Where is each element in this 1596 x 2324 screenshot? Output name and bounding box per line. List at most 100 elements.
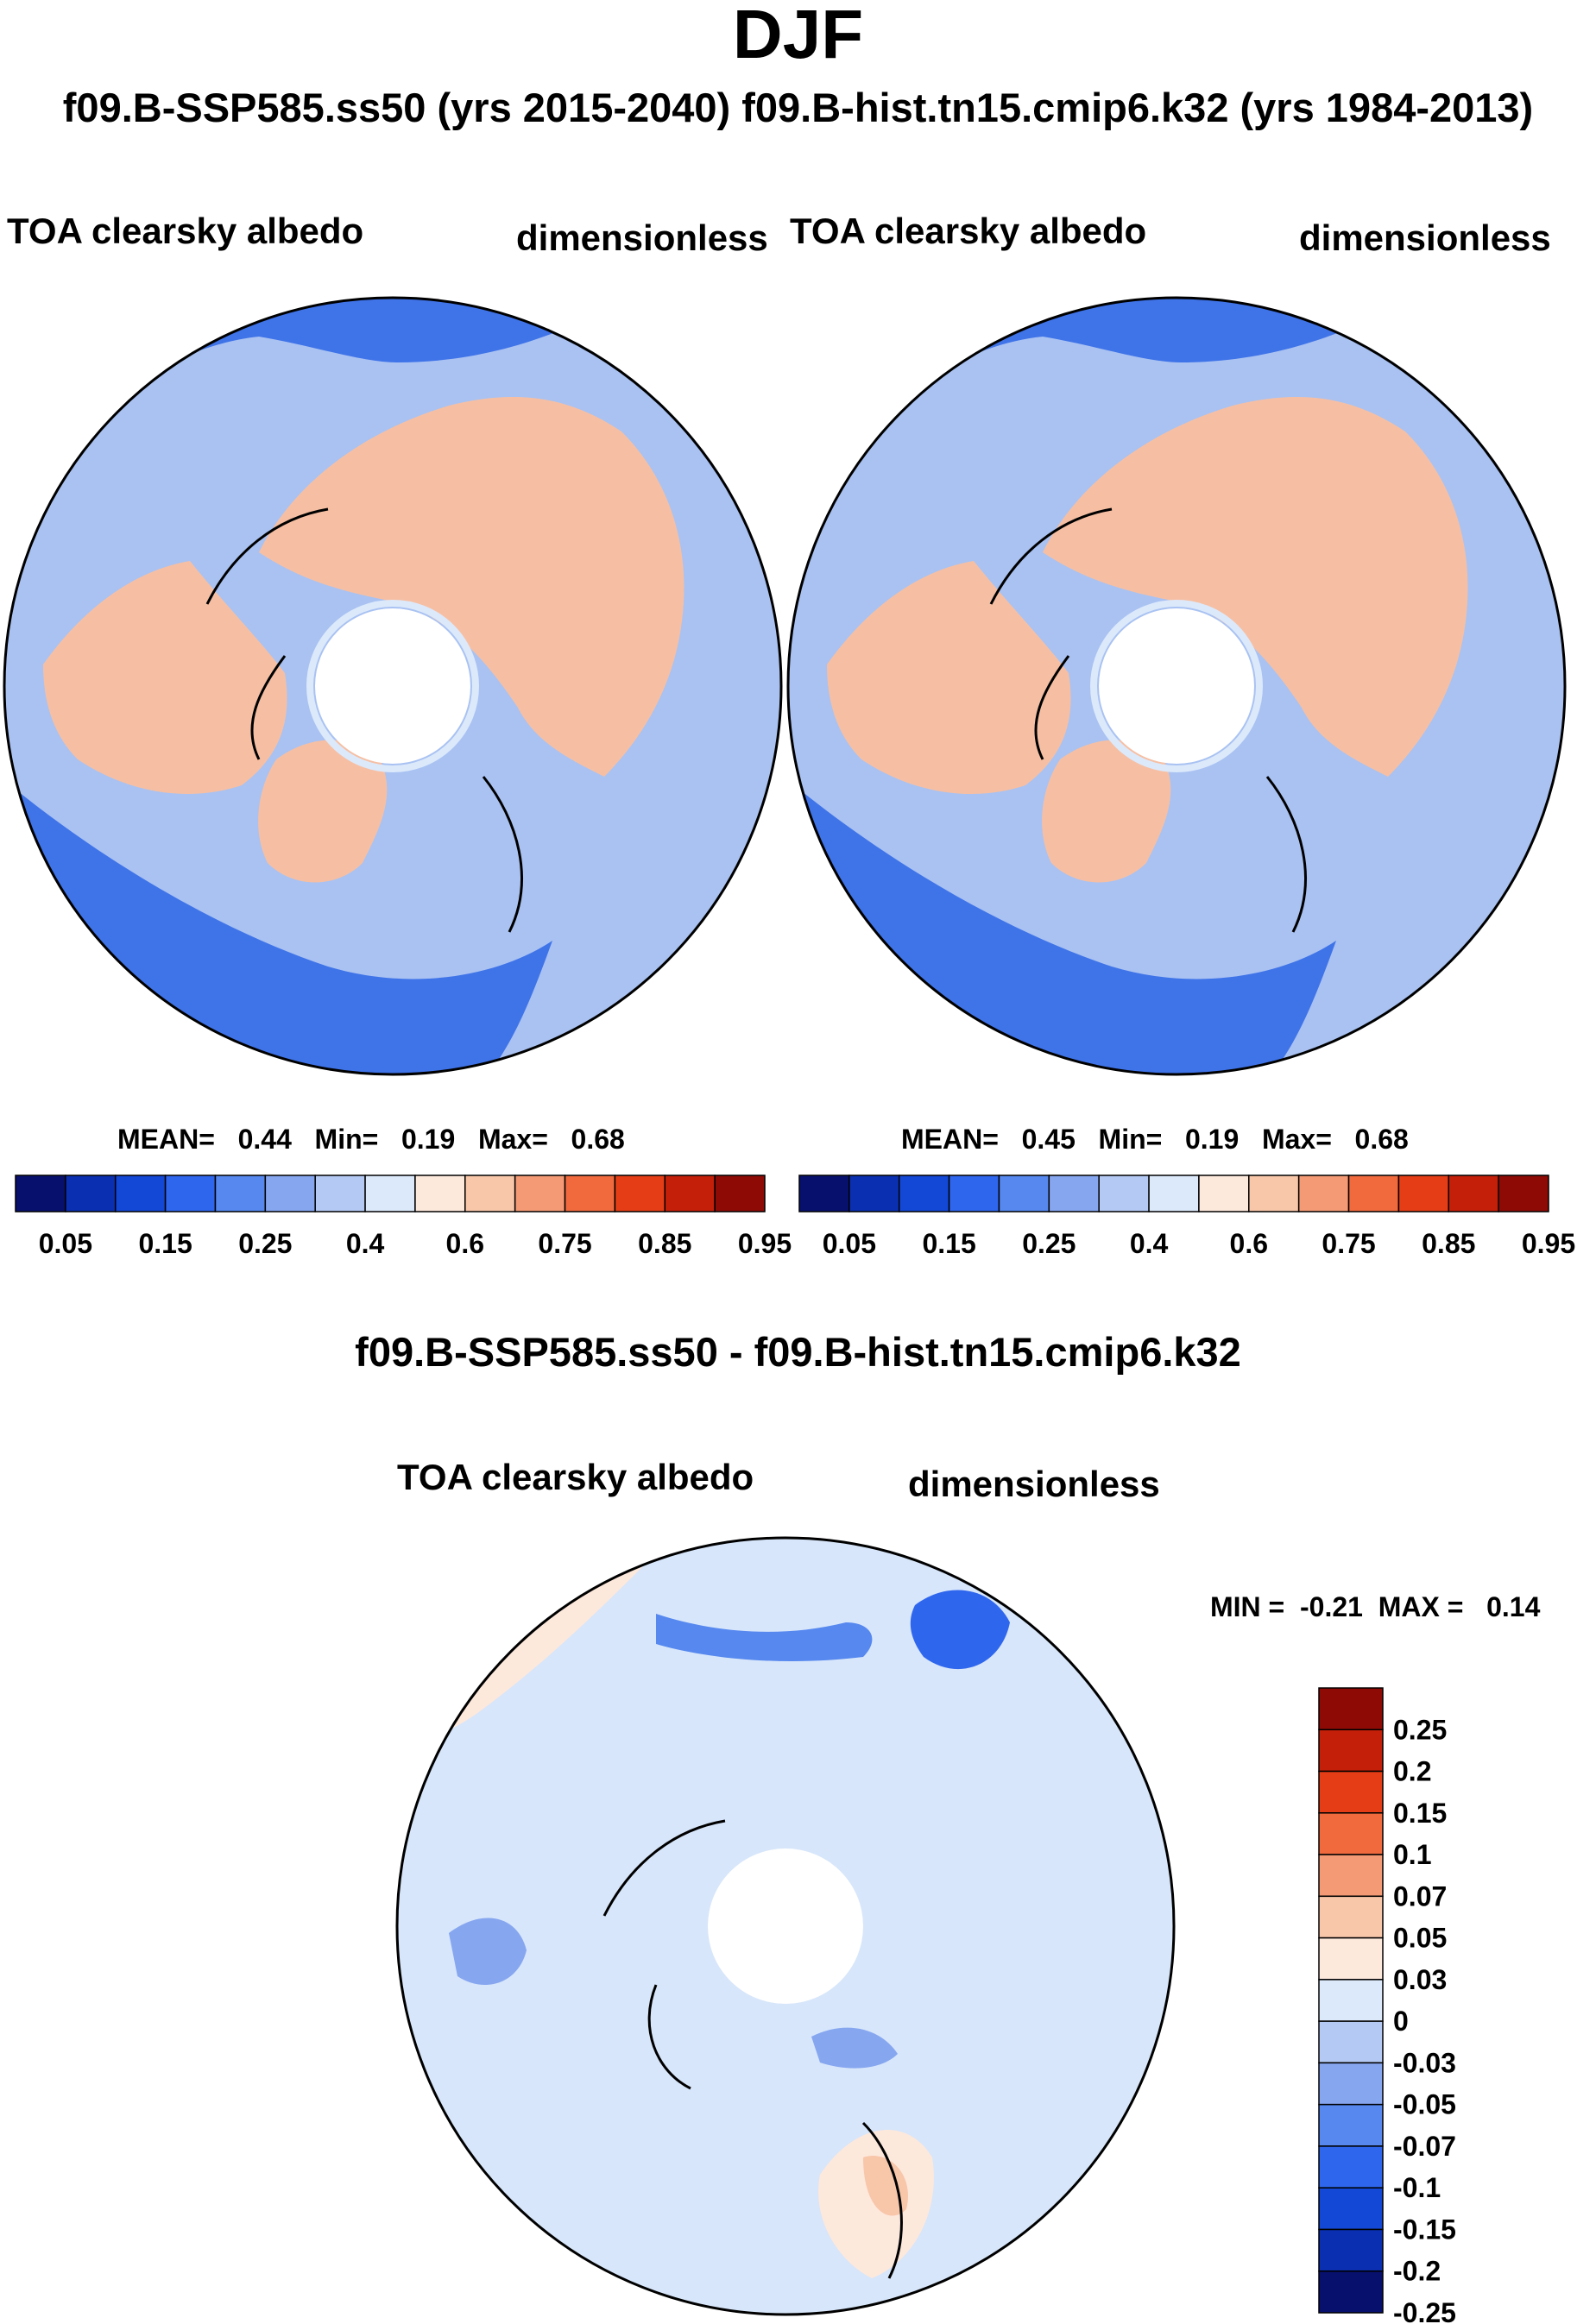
colorbar1-swatch-13 bbox=[664, 1175, 716, 1212]
map1-polar-ring bbox=[306, 600, 479, 772]
diff-colorbar-swatch-6 bbox=[1318, 1937, 1384, 1981]
panel1-mean: 0.44 bbox=[237, 1124, 292, 1155]
colorbar1-tick-label: 0.6 bbox=[446, 1228, 484, 1259]
diff-colorbar-swatch-14 bbox=[1318, 2270, 1384, 2314]
diff-colorbar-swatch-9 bbox=[1318, 2062, 1384, 2106]
diff-colorbar-swatch-7 bbox=[1318, 1979, 1384, 2022]
map2-greenland bbox=[1042, 740, 1171, 883]
map1-polar-hole bbox=[315, 608, 470, 764]
colorbar1-swatch-5 bbox=[264, 1175, 316, 1212]
colorbar2-swatch-7 bbox=[1148, 1175, 1200, 1212]
colorbar2-tick-label: 0.75 bbox=[1322, 1228, 1375, 1259]
colorbar1-tick-label: 0.95 bbox=[738, 1228, 792, 1259]
panel2-stats: MEAN= 0.45 Min= 0.19 Max= 0.68 bbox=[901, 1124, 1409, 1155]
panel2-units: dimensionless bbox=[1299, 217, 1551, 258]
diff-negative-region-west bbox=[449, 1918, 527, 1985]
colorbar2-swatch-12 bbox=[1397, 1175, 1450, 1212]
map1-outline bbox=[3, 296, 783, 1076]
map2-north-america-snow bbox=[827, 561, 1071, 794]
map-panel-1 bbox=[3, 296, 783, 1076]
colorbar2-swatch-6 bbox=[1098, 1175, 1150, 1212]
map2-eurasia-snow bbox=[1043, 397, 1468, 777]
diff-colorbar-swatch-11 bbox=[1318, 2145, 1384, 2189]
colorbar2-tick-label: 0.05 bbox=[823, 1228, 876, 1259]
panel2-max: 0.68 bbox=[1354, 1124, 1409, 1155]
colorbar1-swatch-4 bbox=[214, 1175, 267, 1212]
colorbar2-tick-label: 0.4 bbox=[1130, 1228, 1169, 1259]
diff-negative-band-north bbox=[656, 1614, 873, 1661]
diff-colorbar-swatch-8 bbox=[1318, 2020, 1384, 2064]
colorbar2-tick-label: 0.6 bbox=[1230, 1228, 1268, 1259]
colorbar1-swatch-3 bbox=[164, 1175, 217, 1212]
diff-colorbar-tick-label: -0.03 bbox=[1393, 2047, 1456, 2078]
panel2-min-label: Min= bbox=[1098, 1124, 1163, 1155]
diff-colorbar-tick-label: 0.03 bbox=[1393, 1964, 1447, 1995]
map1-greenland bbox=[258, 740, 388, 883]
diff-units: dimensionless bbox=[908, 1464, 1160, 1504]
panel1-mean-label: MEAN= bbox=[117, 1124, 215, 1155]
colorbar1-swatch-14 bbox=[714, 1175, 766, 1212]
panel2-mean: 0.45 bbox=[1021, 1124, 1076, 1155]
colorbar-panel-1: 0.05 0.15 0.25 0.4 0.6 0.75 0.85 0.95 bbox=[15, 1175, 792, 1259]
colorbar1-tick-label: 0.25 bbox=[238, 1228, 292, 1259]
diff-stats: MIN = -0.21 MAX = 0.14 bbox=[1210, 1591, 1540, 1622]
colorbar1-swatch-6 bbox=[314, 1175, 366, 1212]
colorbar1-tick-label: 0.05 bbox=[39, 1228, 92, 1259]
colorbar1-tick-label: 0.15 bbox=[138, 1228, 192, 1259]
diff-colorbar-swatch-2 bbox=[1318, 1770, 1384, 1814]
colorbar2-swatch-2 bbox=[898, 1175, 950, 1212]
colorbar2-tick-label: 0.15 bbox=[922, 1228, 975, 1259]
diff-colorbar-swatch-0 bbox=[1318, 1687, 1384, 1731]
colorbar2-swatch-1 bbox=[848, 1175, 900, 1212]
panel1-units: dimensionless bbox=[516, 217, 768, 258]
diff-colorbar-tick-label: -0.07 bbox=[1393, 2131, 1456, 2162]
colorbar2-swatch-5 bbox=[1048, 1175, 1100, 1212]
panel1-max-label: Max= bbox=[477, 1124, 548, 1155]
colorbar1-tick-label: 0.4 bbox=[346, 1228, 385, 1259]
diff-colorbar-swatch-10 bbox=[1318, 2103, 1384, 2147]
diff-colorbar-swatch-3 bbox=[1318, 1812, 1384, 1855]
colorbar2-swatch-14 bbox=[1498, 1175, 1549, 1212]
map-panel-2 bbox=[786, 296, 1567, 1076]
diff-colorbar-tick-label: -0.05 bbox=[1393, 2089, 1456, 2120]
map2-polar-hole bbox=[1099, 608, 1254, 764]
colorbar2-tick-label: 0.85 bbox=[1422, 1228, 1475, 1259]
colorbar1-swatch-7 bbox=[364, 1175, 416, 1212]
colorbar1-swatch-2 bbox=[114, 1175, 167, 1212]
diff-colorbar-tick-label: 0.05 bbox=[1393, 1923, 1447, 1954]
diff-colorbar-swatch-1 bbox=[1318, 1729, 1384, 1773]
panel2-variable: TOA clearsky albedo bbox=[790, 211, 1147, 251]
colorbar1-tick-label: 0.85 bbox=[638, 1228, 691, 1259]
colorbar2-swatch-3 bbox=[948, 1175, 1000, 1212]
diff-negative-region-east bbox=[910, 1590, 1010, 1670]
colorbar-difference: 0.25 0.2 0.15 0.1 0.07 0.05 0.03 0 -0.03 -0.05 -0.… bbox=[1318, 1687, 1456, 2324]
diff-polar-hole bbox=[708, 1848, 863, 2004]
colorbar2-swatch-4 bbox=[998, 1175, 1050, 1212]
colorbar1-swatch-12 bbox=[614, 1175, 666, 1212]
panel1-min-label: Min= bbox=[314, 1124, 379, 1155]
diff-colorbar-tick-label: -0.15 bbox=[1393, 2214, 1456, 2245]
colorbar2-swatch-10 bbox=[1297, 1175, 1350, 1212]
panel2-max-label: Max= bbox=[1261, 1124, 1332, 1155]
diff-negative-band-barents bbox=[811, 2027, 898, 2069]
case-names-title: f09.B-SSP585.ss50 (yrs 2015-2040) f09.B-… bbox=[62, 85, 1534, 130]
map1-eurasia-snow bbox=[259, 397, 684, 777]
map2-polar-ring bbox=[1090, 600, 1263, 772]
diff-colorbar-tick-label: 0.07 bbox=[1393, 1880, 1447, 1911]
colorbar2-swatch-11 bbox=[1347, 1175, 1400, 1212]
diff-colorbar-tick-label: -0.2 bbox=[1393, 2256, 1441, 2287]
coastline-3 bbox=[602, 1819, 903, 2279]
colorbar2-swatch-8 bbox=[1198, 1175, 1250, 1212]
panel2-min: 0.19 bbox=[1184, 1124, 1240, 1155]
colorbar2-tick-label: 0.25 bbox=[1022, 1228, 1076, 1259]
diff-colorbar-swatch-5 bbox=[1318, 1895, 1384, 1939]
diff-colorbar-tick-label: 0.2 bbox=[1393, 1756, 1431, 1787]
colorbar-panel-2: 0.05 0.15 0.25 0.4 0.6 0.75 0.85 0.95 bbox=[798, 1175, 1575, 1259]
coastline-1 bbox=[205, 507, 523, 933]
colorbar2-swatch-13 bbox=[1448, 1175, 1499, 1212]
colorbar1-swatch-0 bbox=[15, 1175, 66, 1212]
diff-colorbar-swatch-13 bbox=[1318, 2228, 1384, 2272]
map2-outline bbox=[786, 296, 1567, 1076]
difference-title: f09.B-SSP585.ss50 - f09.B-hist.tn15.cmip… bbox=[355, 1329, 1241, 1375]
colorbar2-tick-label: 0.95 bbox=[1522, 1228, 1575, 1259]
